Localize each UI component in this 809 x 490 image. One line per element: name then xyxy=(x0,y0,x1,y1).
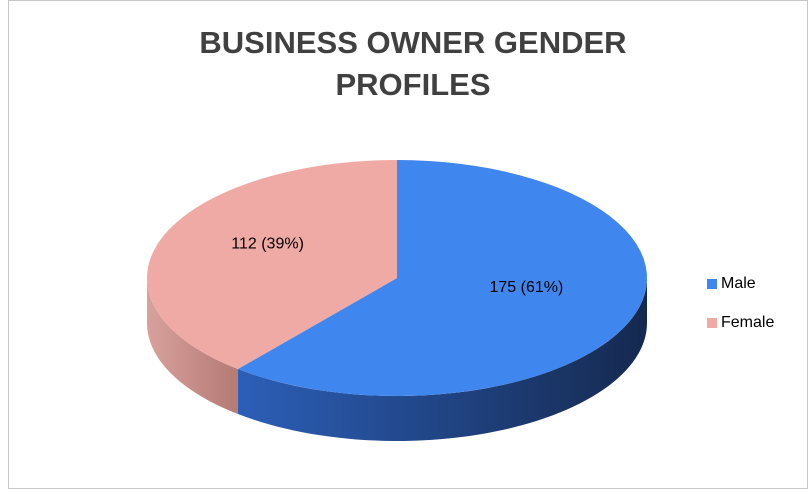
slice xyxy=(237,160,647,396)
data-label: 175 (61%) xyxy=(489,279,563,296)
frame xyxy=(8,0,808,489)
data-label: 112 (39%) xyxy=(231,235,304,252)
chart-title: BUSINESS OWNER GENDER PROFILES xyxy=(199,25,627,102)
slice-side xyxy=(237,278,647,441)
legend-swatch xyxy=(707,318,717,328)
legend-label: Male xyxy=(721,275,756,292)
slice-side xyxy=(147,278,238,415)
slice xyxy=(147,160,397,370)
legend-label: Female xyxy=(721,314,774,331)
legend-swatch xyxy=(707,279,717,289)
